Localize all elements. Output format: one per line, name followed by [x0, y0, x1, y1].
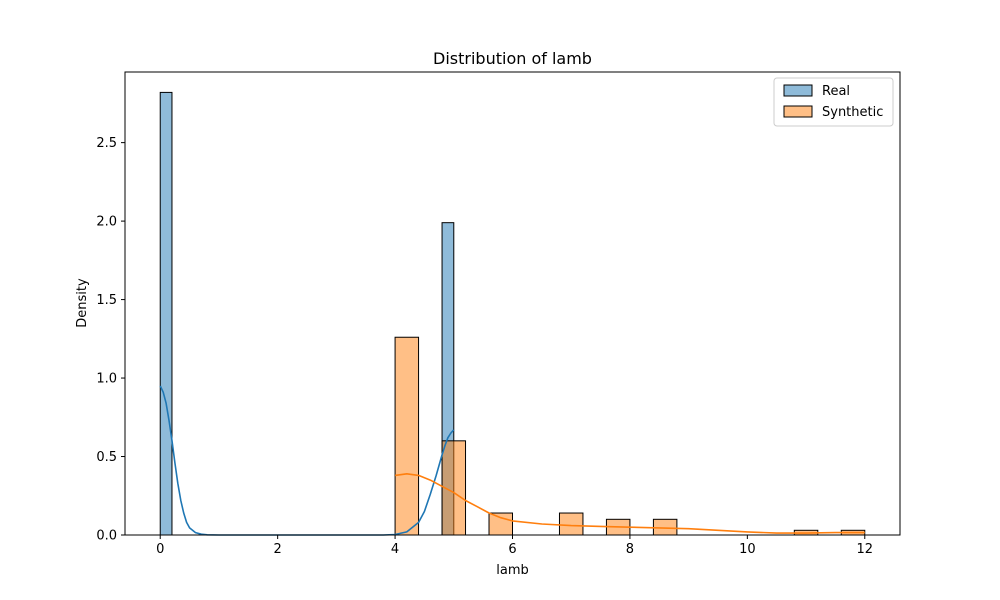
y-axis-label: Density	[75, 278, 90, 328]
x-tick-label: 0	[156, 542, 164, 557]
y-tick-label: 1.0	[96, 372, 117, 387]
legend-label-synthetic: Synthetic	[822, 105, 883, 120]
y-tick-label: 1.5	[96, 293, 117, 308]
legend-label-real: Real	[822, 84, 850, 99]
kde-line-synthetic	[394, 472, 865, 534]
y-tick-label: 0.0	[96, 529, 117, 544]
x-tick-label: 10	[739, 542, 756, 557]
x-axis-ticks: 0 2 4 6 8 10 12	[156, 535, 873, 557]
legend-swatch-real	[783, 84, 813, 97]
y-tick-label: 0.5	[96, 450, 117, 465]
y-tick-label: 2.5	[96, 136, 117, 151]
histogram-bar-synthetic	[558, 512, 584, 536]
x-tick-label: 6	[508, 542, 516, 557]
x-tick-label: 12	[856, 542, 873, 557]
y-tick-label: 2.0	[96, 215, 117, 230]
histogram-bar-synthetic	[394, 336, 420, 536]
synthetic-histogram-bars	[394, 336, 866, 536]
legend-swatch-synthetic	[783, 105, 813, 118]
x-tick-label: 8	[626, 542, 634, 557]
x-axis-label: lamb	[496, 563, 529, 578]
plot-area-frame	[124, 71, 901, 536]
histogram-bar-synthetic	[488, 512, 513, 536]
y-axis-ticks: 0.0 0.5 1.0 1.5 2.0 2.5	[96, 136, 125, 544]
x-tick-label: 4	[391, 542, 399, 557]
x-tick-label: 2	[274, 542, 282, 557]
legend: Real Synthetic	[773, 77, 894, 127]
histogram-bar-real	[159, 91, 173, 536]
chart-title: Distribution of lamb	[433, 49, 592, 68]
